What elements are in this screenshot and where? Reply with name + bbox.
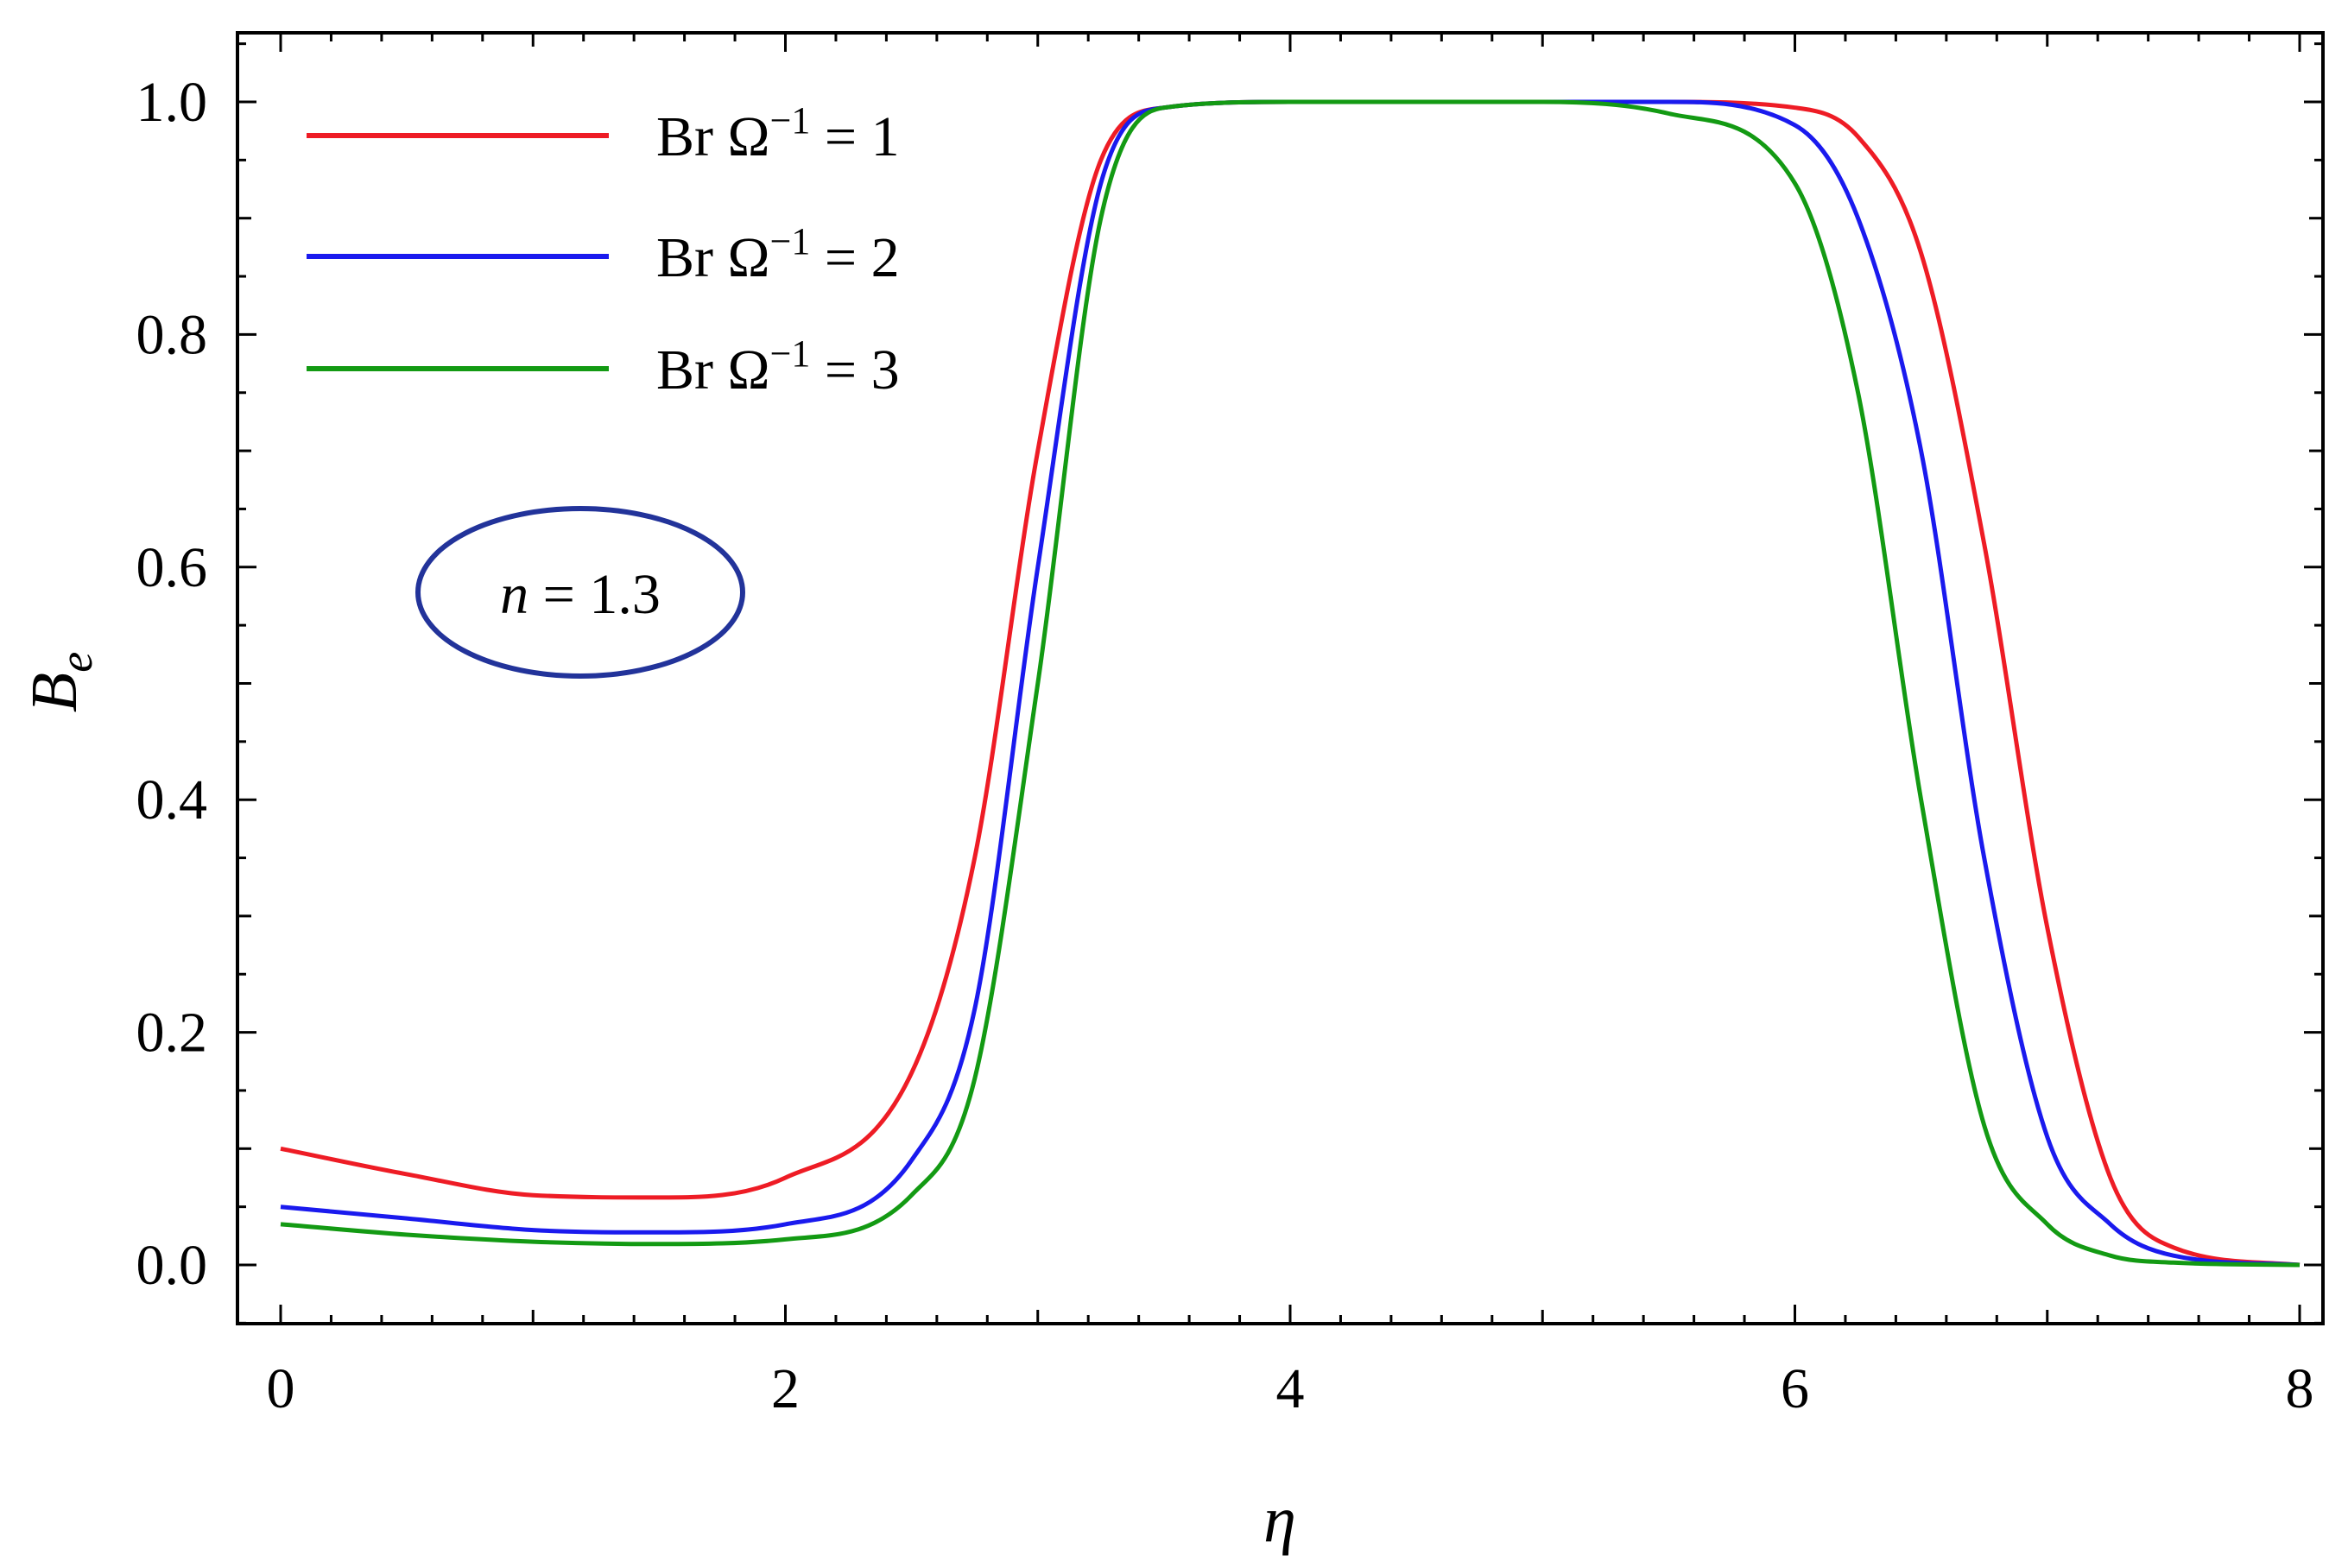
x-tick-label: 2 [771, 1357, 800, 1420]
x-tick-label: 6 [1781, 1357, 1809, 1420]
series-line-3 [280, 99, 2301, 1268]
annotation-n: n = 1.3 [415, 506, 745, 679]
y-tick-label: 0.8 [136, 303, 208, 366]
annotation-label: n = 1.3 [500, 563, 661, 626]
tick-labels: 0 2 4 6 8 0.0 0.2 0.4 0.6 0.8 1.0 [136, 71, 2314, 1420]
legend-label-3: Br Ω−1 = 3 [656, 332, 900, 401]
x-tick-label: 4 [1276, 1357, 1305, 1420]
y-axis-title: Be [18, 652, 102, 712]
legend-entry-2: Br Ω−1 = 2 [307, 220, 900, 289]
legend-label-1: Br Ω−1 = 1 [656, 99, 900, 168]
series-lines [280, 99, 2301, 1268]
annotation-ellipse [415, 506, 745, 679]
plot-frame [236, 31, 2325, 1325]
y-tick-label: 1.0 [136, 71, 208, 134]
series-line-1 [280, 99, 2301, 1268]
x-axis-title: η [1263, 1483, 1296, 1556]
y-tick-label: 0.0 [136, 1234, 208, 1297]
x-tick-label: 0 [267, 1357, 295, 1420]
x-tick-label: 8 [2286, 1357, 2314, 1420]
legend-label-2: Br Ω−1 = 2 [656, 220, 900, 289]
legend: Br Ω−1 = 1 Br Ω−1 = 2 Br Ω−1 = 3 [307, 99, 900, 401]
legend-entry-1: Br Ω−1 = 1 [307, 99, 900, 168]
legend-entry-3: Br Ω−1 = 3 [307, 332, 900, 401]
axis-ticks [237, 33, 2323, 1325]
y-tick-label: 0.2 [136, 1002, 208, 1065]
y-tick-label: 0.6 [136, 536, 208, 599]
y-tick-label: 0.4 [136, 768, 208, 831]
series-line-2 [280, 99, 2301, 1268]
